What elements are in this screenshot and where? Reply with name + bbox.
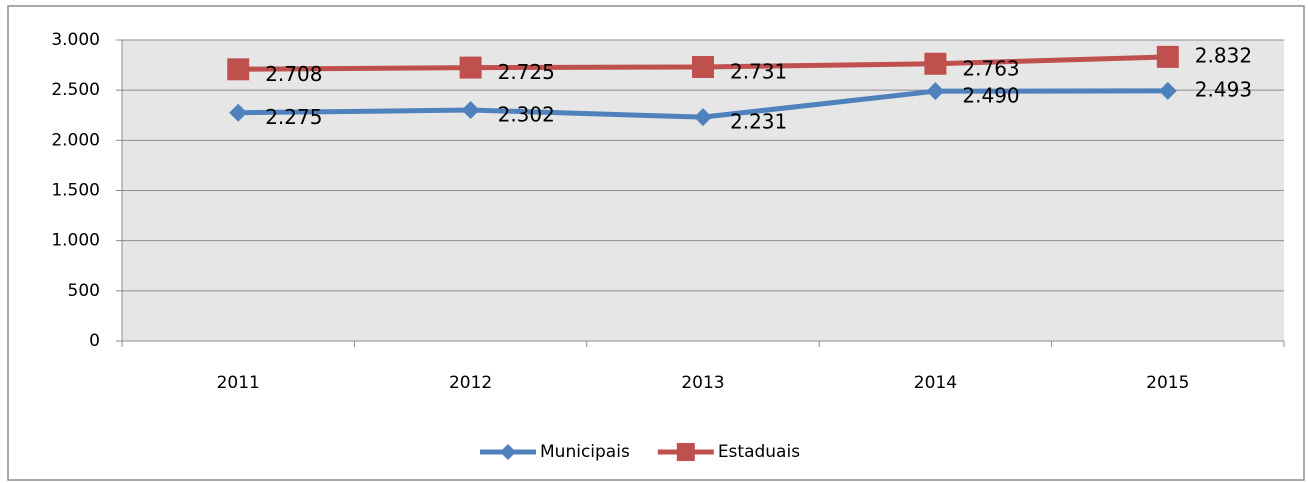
- y-tick-label: 1.000: [51, 231, 100, 251]
- marker: [1158, 81, 1177, 100]
- marker: [459, 56, 482, 79]
- y-tick-label: 500: [68, 281, 100, 301]
- data-label: 2.493: [1195, 77, 1252, 101]
- data-label: 2.231: [730, 110, 787, 134]
- marker: [1156, 45, 1179, 68]
- y-tick-label: 3.000: [51, 30, 100, 50]
- data-label: 2.490: [962, 84, 1019, 108]
- marker: [229, 103, 248, 122]
- legend-label: Municipais: [540, 442, 630, 462]
- data-label: 2.763: [962, 56, 1019, 80]
- data-label: 2.708: [265, 62, 322, 86]
- marker: [692, 55, 714, 78]
- marker: [227, 58, 250, 81]
- marker: [500, 444, 516, 460]
- y-tick-label: 2.000: [51, 130, 100, 150]
- x-tick-label: 2015: [1146, 373, 1189, 393]
- data-label: 2.302: [498, 103, 555, 127]
- y-tick-label: 0: [89, 331, 100, 351]
- y-tick-label: 2.500: [51, 80, 100, 100]
- data-label: 2.725: [498, 60, 555, 84]
- data-label: 2.275: [265, 105, 322, 129]
- y-tick-label: 1.500: [51, 181, 100, 201]
- marker: [924, 52, 947, 75]
- marker: [676, 443, 695, 461]
- x-tick-label: 2012: [449, 373, 492, 393]
- marker: [694, 108, 712, 127]
- x-tick-label: 2011: [217, 373, 260, 393]
- x-tick-label: 2014: [914, 373, 957, 393]
- data-label: 2.832: [1195, 43, 1252, 67]
- data-label: 2.731: [730, 59, 787, 83]
- x-tick-label: 2013: [681, 373, 724, 393]
- marker: [926, 82, 945, 101]
- legend-label: Estaduais: [718, 442, 800, 462]
- marker: [461, 101, 480, 120]
